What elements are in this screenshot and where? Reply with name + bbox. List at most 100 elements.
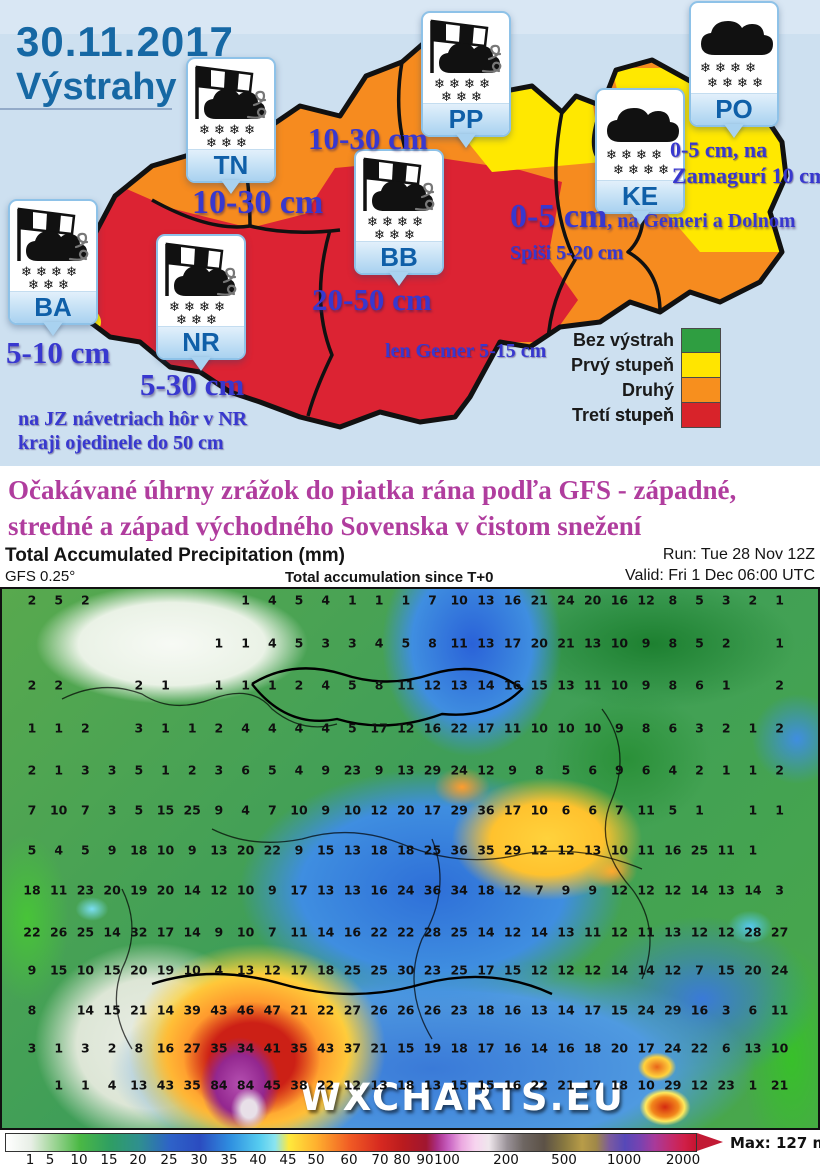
precip-value: 35: [290, 1040, 308, 1056]
precip-value: 11: [397, 677, 415, 693]
precip-value: 12: [637, 882, 655, 898]
precip-value: 9: [321, 802, 331, 818]
precip-value: 3: [81, 762, 90, 778]
precip-value: 14: [103, 924, 121, 940]
precip-value: 16: [343, 924, 362, 940]
region-code-bb: BB: [356, 241, 442, 273]
precip-value: 19: [130, 882, 148, 898]
precip-value: 16: [503, 1040, 522, 1056]
precip-value: 17: [583, 1077, 602, 1093]
badge-pointer: [191, 357, 211, 371]
precip-value: 13: [370, 1077, 388, 1093]
precip-value: 21: [370, 1040, 388, 1056]
title-divider: [0, 108, 172, 110]
precip-value: 5: [294, 592, 304, 608]
precip-value: 36: [477, 802, 495, 818]
precip-value: 9: [267, 882, 277, 898]
precip-value: 5: [561, 762, 571, 778]
headline-line1: Očakávané úhrny zrážok do piatka rána po…: [8, 475, 737, 505]
precip-value: 11: [637, 924, 655, 940]
precip-value: 25: [450, 962, 468, 978]
region-badge-bb: BB: [354, 149, 444, 286]
precip-value: 10: [236, 882, 255, 898]
precip-value: 29: [450, 802, 468, 818]
precip-value: 2: [27, 592, 37, 608]
watermark: WXCHARTS.EU: [300, 1076, 625, 1119]
region-badge-pp: PP: [421, 11, 511, 148]
precip-value: 1: [54, 762, 64, 778]
precip-value: 9: [214, 802, 224, 818]
precip-value: 8: [134, 1040, 144, 1056]
precip-value: 24: [450, 762, 468, 778]
precip-value: 2: [27, 677, 37, 693]
precip-value: 34: [236, 1040, 255, 1056]
precip-value: 13: [450, 677, 468, 693]
precip-value: 9: [321, 762, 331, 778]
precip-value: 30: [397, 962, 415, 978]
precip-value: 25: [690, 842, 709, 858]
precip-value: 7: [267, 802, 277, 818]
precip-value: 17: [477, 720, 495, 736]
precip-value: 6: [561, 802, 571, 818]
precip-value: 1: [241, 635, 250, 651]
precip-value: 15: [450, 1077, 468, 1093]
precip-value: 32: [130, 924, 148, 940]
precip-value: 2: [27, 762, 37, 778]
precip-value: 24: [770, 962, 789, 978]
precip-value: 9: [107, 842, 117, 858]
precip-value: 17: [503, 802, 522, 818]
precip-value: 9: [641, 635, 651, 651]
amount-ke: 0-5 cm, na Gemeri a Dolnom: [510, 198, 796, 235]
colorbar-row: Max: 127 mm 15 10 15 20 25 30 35 40 45 50 60 70 80 90…: [0, 1130, 820, 1165]
colorbar-tick: 30: [190, 1152, 208, 1165]
precip-value: 3: [214, 762, 224, 778]
colorbar-tick: 45: [279, 1152, 297, 1165]
precip-value: 43: [210, 1002, 228, 1018]
precip-value: 1: [748, 762, 758, 778]
precip-value: 10: [610, 842, 629, 858]
precip-value: 12: [610, 924, 629, 940]
panel-title: Výstrahy: [16, 66, 177, 108]
precip-value: 10: [450, 592, 468, 608]
precip-value: 29: [664, 1002, 682, 1018]
precip-value: 39: [183, 1002, 201, 1018]
precip-value: 10: [610, 635, 629, 651]
precip-value: 8: [428, 635, 437, 651]
precip-value: 25: [450, 924, 468, 940]
precip-value: 20: [744, 962, 762, 978]
precip-value: 45: [263, 1077, 281, 1093]
precip-value: 17: [583, 1002, 602, 1018]
precip-value: 1: [161, 720, 170, 736]
precip-value: 21: [290, 1002, 308, 1018]
precip-value: 4: [374, 635, 384, 651]
warning-legend: Bez výstrah Prvý stupeň Druhý stupeň Tretí …: [566, 328, 721, 428]
precip-value: 9: [27, 962, 37, 978]
precip-value: 12: [557, 962, 575, 978]
precip-value: 38: [290, 1077, 308, 1093]
region-code-po: PO: [691, 93, 777, 125]
precip-value: 21: [530, 592, 548, 608]
note-ke: Spiši 5-20 cm: [510, 242, 624, 264]
legend-swatch: [681, 328, 721, 353]
badge-pointer: [456, 134, 476, 148]
precip-value: 3: [695, 720, 704, 736]
precip-value: 10: [610, 677, 629, 693]
precip-value: 16: [503, 592, 522, 608]
precip-value: 23: [76, 882, 95, 898]
precip-value: 1: [721, 762, 731, 778]
precip-value: 5: [54, 592, 64, 608]
colorbar-tick: 200: [493, 1152, 519, 1165]
colorbar-tick: 500: [551, 1152, 577, 1165]
precip-value: 16: [156, 1040, 175, 1056]
precip-value: 16: [423, 720, 442, 736]
precip-value: 9: [508, 762, 517, 778]
colorbar-tick: 90: [416, 1152, 434, 1165]
precip-value: 17: [290, 882, 308, 898]
legend-item-3: Tretí stupeň: [566, 402, 721, 428]
precip-value: 2: [81, 592, 90, 608]
precip-value: 2: [775, 677, 784, 693]
precip-value: 1: [775, 635, 784, 651]
precip-value: 18: [370, 842, 388, 858]
precip-value: 18: [397, 1077, 415, 1093]
badge-pointer: [724, 124, 744, 138]
